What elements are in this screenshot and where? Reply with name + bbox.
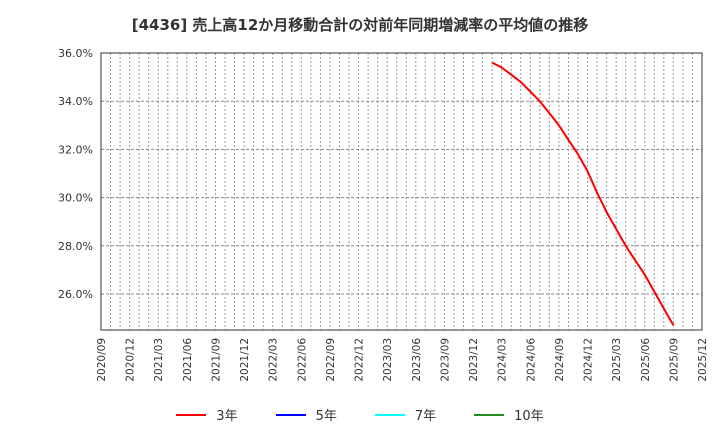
- chart-title: [4436] 売上高12か月移動合計の対前年同期増減率の平均値の推移: [131, 16, 589, 34]
- x-tick-label: 2023/09: [439, 338, 451, 382]
- legend-swatch-icon: [275, 413, 306, 416]
- x-tick-label: 2025/12: [697, 338, 709, 382]
- x-tick-label: 2022/06: [296, 338, 308, 382]
- legend-swatch-icon: [176, 413, 207, 416]
- legend-label: 3年: [216, 409, 238, 424]
- y-tick-label: 32.0%: [58, 143, 93, 156]
- y-tick-label: 26.0%: [58, 288, 93, 301]
- x-tick-label: 2023/03: [382, 338, 394, 382]
- legend-swatch-icon: [474, 413, 505, 416]
- x-tick-label: 2025/03: [611, 338, 623, 382]
- x-tick-label: 2020/12: [125, 338, 137, 382]
- legend-label: 10年: [514, 409, 544, 424]
- x-tick-label: 2021/03: [153, 338, 165, 382]
- x-tick-label: 2025/06: [640, 338, 652, 382]
- legend-item: 3年: [176, 405, 238, 424]
- x-tick-label: 2024/09: [554, 338, 566, 382]
- series-line-3年: [491, 61, 675, 326]
- x-tick-label: 2024/03: [497, 338, 509, 382]
- legend-swatch-icon: [374, 413, 405, 416]
- y-tick-label: 34.0%: [58, 95, 93, 108]
- x-tick-label: 2021/09: [210, 338, 222, 382]
- x-tick-label: 2022/03: [268, 338, 280, 382]
- legend-item: 7年: [374, 405, 437, 424]
- y-tick-label: 30.0%: [58, 192, 93, 205]
- x-tick-label: 2023/06: [411, 338, 423, 382]
- x-tick-label: 2021/12: [239, 338, 251, 382]
- x-tick-label: 2024/12: [583, 338, 595, 382]
- chart-legend: 3年 5年 7年 10年: [0, 405, 720, 424]
- x-tick-label: 2025/09: [668, 338, 680, 382]
- x-tick-label: 2022/12: [354, 338, 366, 382]
- legend-label: 5年: [315, 409, 337, 424]
- x-tick-label: 2023/12: [468, 338, 480, 382]
- legend-label: 7年: [414, 409, 437, 424]
- y-tick-label: 28.0%: [58, 240, 93, 253]
- legend-item: 5年: [275, 405, 337, 424]
- legend-item: 10年: [474, 405, 544, 424]
- y-tick-label: 36.0%: [58, 47, 93, 60]
- plot-area-border: [100, 52, 703, 331]
- x-tick-label: 2021/06: [182, 338, 194, 382]
- x-tick-label: 2022/09: [325, 338, 337, 382]
- x-tick-label: 2020/09: [96, 338, 108, 382]
- x-tick-label: 2024/06: [525, 338, 537, 382]
